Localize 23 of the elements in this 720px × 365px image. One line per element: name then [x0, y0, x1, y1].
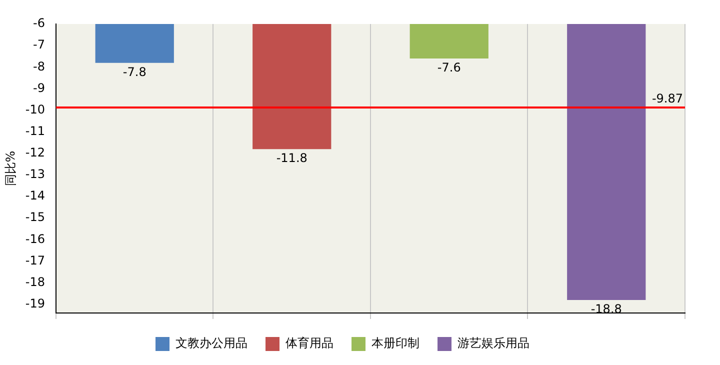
- legend-label: 体育用品: [286, 336, 334, 350]
- y-tick-label: -14: [25, 188, 45, 203]
- data-label: -7.8: [122, 64, 146, 79]
- y-tick-label: -10: [25, 102, 45, 116]
- y-tick-label: -17: [25, 253, 45, 268]
- y-tick-label: -15: [25, 210, 45, 224]
- data-label: -7.6: [437, 60, 461, 75]
- y-tick-label: -8: [33, 59, 45, 74]
- y-tick-label: -18: [25, 274, 45, 289]
- legend-label: 文教办公用品: [176, 336, 248, 350]
- y-axis-title: 同比%: [3, 150, 18, 186]
- y-tick-label: -11: [25, 124, 45, 138]
- y-tick-label: -19: [25, 296, 45, 310]
- data-label: -11.8: [276, 151, 308, 166]
- y-tick-label: -13: [25, 167, 45, 182]
- y-tick-label: -12: [25, 146, 45, 160]
- legend-label: 游艺娱乐用品: [458, 336, 530, 350]
- ref-line-label: -9.87: [652, 92, 683, 106]
- y-tick-label: -7: [33, 38, 45, 52]
- y-tick-label: -6: [33, 16, 45, 30]
- y-tick-label: -9: [33, 80, 45, 95]
- legend-label: 本册印制: [372, 336, 420, 350]
- y-tick-label: -16: [25, 232, 45, 246]
